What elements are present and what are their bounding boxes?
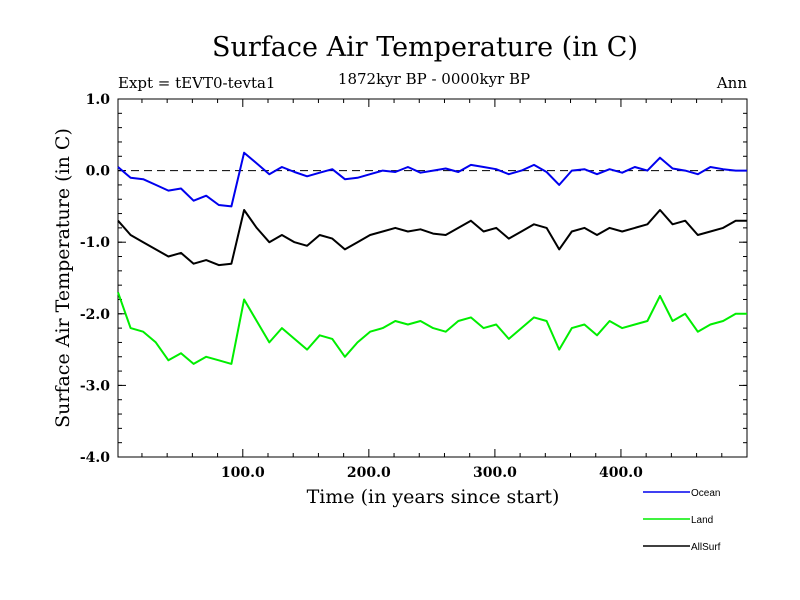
plot-frame (117, 98, 748, 458)
legend-label-ocean: Ocean (691, 488, 720, 499)
chart-subtitle: 1872kyr BP - 0000kyr BP (338, 70, 530, 88)
y-axis-label: Surface Air Temperature (in C) (52, 128, 74, 428)
y-tick-label: -3.0 (80, 378, 110, 394)
experiment-label: Expt = tEVT0-tevta1 (118, 74, 275, 92)
y-tick-label: -2.0 (80, 307, 110, 323)
series-line-allsurf (117, 209, 747, 267)
x-axis: 100.0 200.0 300.0 400.0 (141, 99, 723, 481)
y-tick-label: -4.0 (80, 450, 110, 466)
x-tick-label: 300.0 (473, 465, 517, 481)
season-label: Ann (716, 74, 747, 92)
x-tick-label: 100.0 (221, 465, 265, 481)
legend: Ocean Land AllSurf (643, 488, 721, 553)
series-line-land (117, 291, 747, 365)
y-tick-label: -1.0 (80, 235, 110, 251)
x-axis-label: Time (in years since start) (307, 486, 560, 508)
x-tick-label: 400.0 (599, 465, 643, 481)
series-lines (117, 151, 747, 365)
legend-label-land: Land (691, 515, 713, 526)
series-line-ocean (117, 151, 747, 208)
y-tick-label: 1.0 (86, 92, 111, 108)
y-tick-label: 0.0 (86, 164, 111, 180)
x-tick-label: 200.0 (347, 465, 391, 481)
y-axis: 1.0 0.0 -1.0 -2.0 -3.0 -4.0 (80, 92, 747, 466)
legend-label-allsurf: AllSurf (691, 542, 721, 553)
chart-title: Surface Air Temperature (in C) (212, 32, 638, 63)
